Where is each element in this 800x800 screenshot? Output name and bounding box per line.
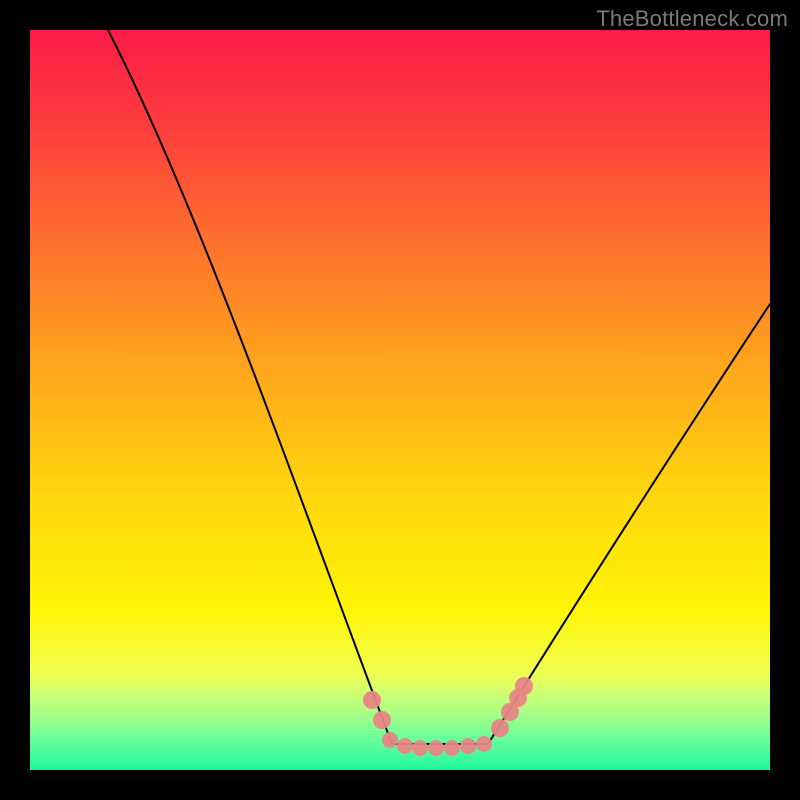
marker-dot bbox=[397, 738, 413, 754]
green-band-stripe bbox=[30, 688, 770, 689]
green-band-stripe bbox=[30, 678, 770, 679]
green-band-stripe bbox=[30, 719, 770, 720]
marker-dot bbox=[428, 740, 444, 756]
green-band-stripe bbox=[30, 709, 770, 710]
marker-dot bbox=[444, 740, 460, 756]
plot-area bbox=[30, 30, 770, 770]
green-band-stripe bbox=[30, 699, 770, 700]
marker-dot bbox=[412, 740, 428, 756]
marker-dot bbox=[460, 738, 476, 754]
green-band-stripe bbox=[30, 668, 770, 669]
watermark-text: TheBottleneck.com bbox=[596, 6, 788, 32]
marker-dot bbox=[373, 711, 391, 729]
marker-dot bbox=[363, 691, 381, 709]
marker-dot bbox=[382, 732, 398, 748]
marker-dot bbox=[515, 677, 533, 695]
chart-svg bbox=[0, 0, 800, 800]
marker-dot bbox=[476, 736, 492, 752]
chart-container: TheBottleneck.com bbox=[0, 0, 800, 800]
marker-dot bbox=[491, 719, 509, 737]
green-band-stripe bbox=[30, 729, 770, 730]
green-band-stripe bbox=[30, 760, 770, 761]
